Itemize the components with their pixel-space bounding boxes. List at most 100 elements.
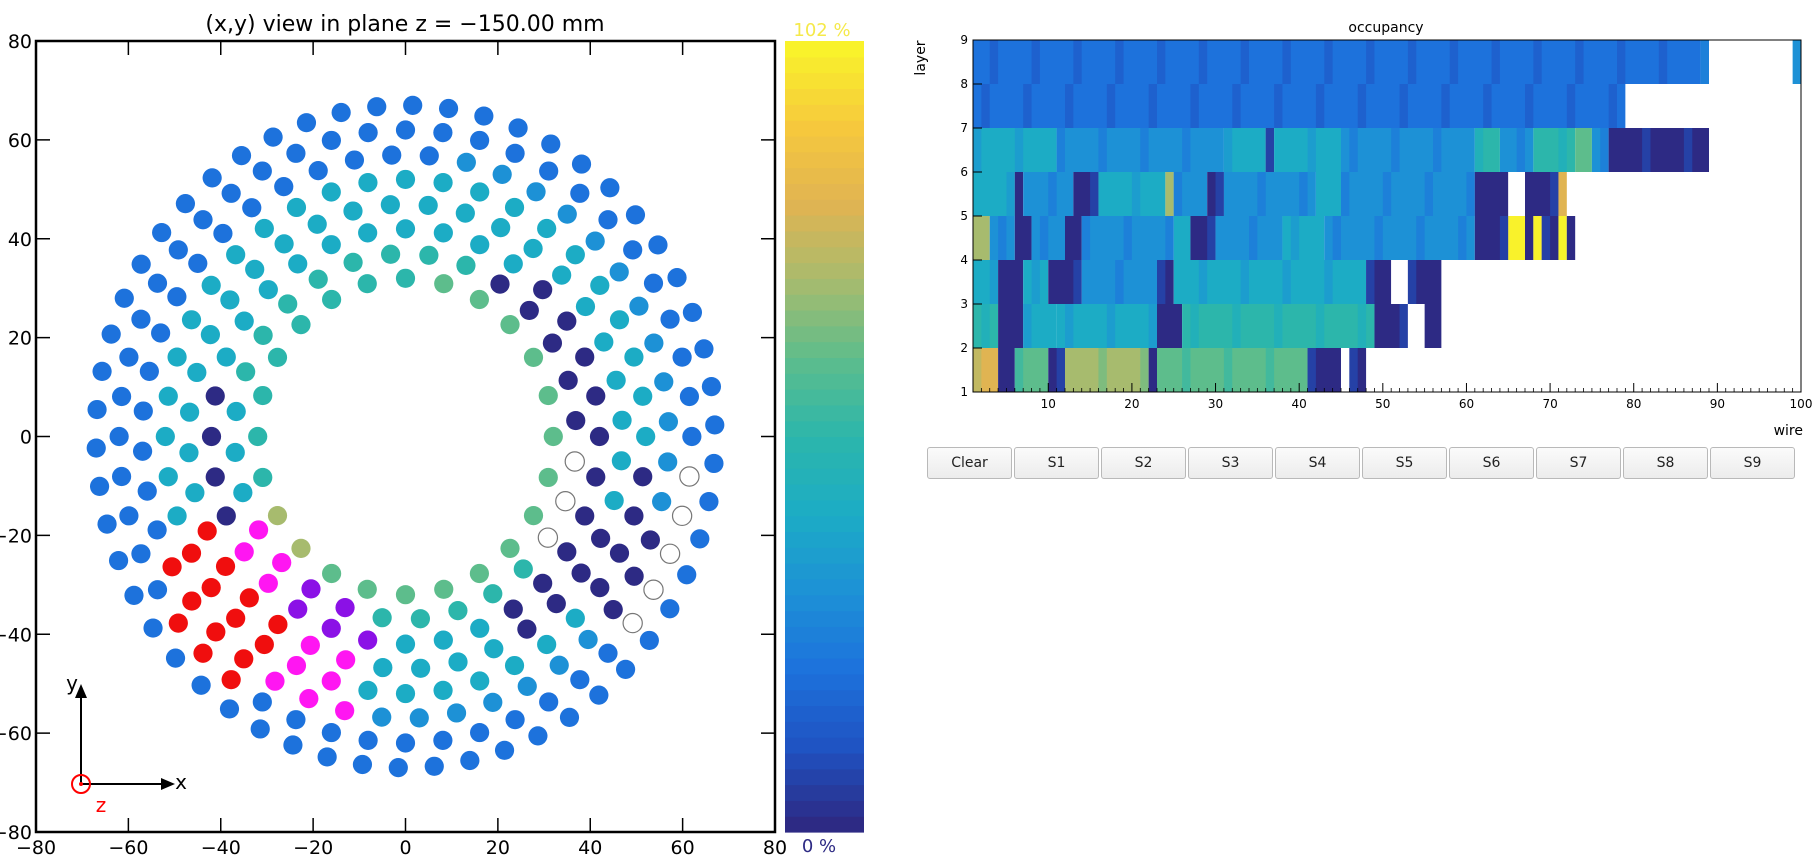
wire-cell[interactable] xyxy=(566,410,586,431)
wire-cell[interactable] xyxy=(155,426,175,447)
wire-cell[interactable] xyxy=(137,481,157,501)
wire-cell[interactable] xyxy=(131,254,151,274)
wire-cell[interactable] xyxy=(643,579,664,600)
wire-cell[interactable] xyxy=(124,585,144,605)
wire-cell[interactable] xyxy=(179,443,199,463)
wire-cell[interactable] xyxy=(470,182,490,202)
wire-cell[interactable] xyxy=(131,309,151,329)
wire-cell[interactable] xyxy=(187,362,207,383)
wire-cell[interactable] xyxy=(575,347,595,367)
wire-cell[interactable] xyxy=(448,652,468,672)
wire-cell[interactable] xyxy=(234,311,254,331)
wire-cell[interactable] xyxy=(236,362,256,382)
wire-cell[interactable] xyxy=(233,482,253,503)
wire-cell[interactable] xyxy=(358,680,378,701)
wire-cell[interactable] xyxy=(216,347,236,367)
wire-cell[interactable] xyxy=(258,573,278,593)
wire-cell[interactable] xyxy=(611,451,631,471)
wire-cell[interactable] xyxy=(559,707,580,728)
wire-cell[interactable] xyxy=(252,161,272,181)
wire-cell[interactable] xyxy=(86,438,106,458)
wire-cell[interactable] xyxy=(357,274,377,294)
wire-cell[interactable] xyxy=(483,692,503,712)
wire-cell[interactable] xyxy=(288,254,308,274)
wire-cell[interactable] xyxy=(644,333,664,353)
wire-cell[interactable] xyxy=(234,649,254,669)
wire-cell[interactable] xyxy=(119,347,139,367)
s8-button[interactable]: S8 xyxy=(1623,447,1708,479)
wire-cell[interactable] xyxy=(633,386,653,406)
wire-cell[interactable] xyxy=(434,579,454,599)
wire-cell[interactable] xyxy=(500,315,520,335)
wire-cell[interactable] xyxy=(288,599,308,619)
wire-cell[interactable] xyxy=(682,302,703,323)
wire-cell[interactable] xyxy=(629,296,649,316)
wire-cell[interactable] xyxy=(343,201,363,221)
wire-cell[interactable] xyxy=(643,273,664,293)
wire-cell[interactable] xyxy=(504,655,525,676)
wire-cell[interactable] xyxy=(291,538,311,558)
wire-cell[interactable] xyxy=(523,505,544,526)
wire-cell[interactable] xyxy=(565,608,585,628)
wire-cell[interactable] xyxy=(570,183,590,203)
wire-cell[interactable] xyxy=(677,565,697,585)
wire-cell[interactable] xyxy=(609,262,629,282)
wire-cell[interactable] xyxy=(221,183,241,203)
wire-cell[interactable] xyxy=(403,95,423,115)
wire-cell[interactable] xyxy=(508,118,528,138)
wire-cell[interactable] xyxy=(658,412,679,432)
wire-cell[interactable] xyxy=(705,415,725,435)
wire-cell[interactable] xyxy=(604,490,624,511)
wire-cell[interactable] xyxy=(648,235,668,255)
wire-cell[interactable] xyxy=(87,399,107,420)
wire-cell[interactable] xyxy=(299,689,319,709)
wire-cell[interactable] xyxy=(167,506,187,526)
wire-cell[interactable] xyxy=(253,467,273,488)
s4-button[interactable]: S4 xyxy=(1275,447,1360,479)
wire-cell[interactable] xyxy=(395,634,416,654)
wire-cell[interactable] xyxy=(679,466,700,487)
wire-cell[interactable] xyxy=(373,657,393,678)
wire-cell[interactable] xyxy=(533,573,553,593)
wire-cell[interactable] xyxy=(469,289,489,310)
wire-cell[interactable] xyxy=(600,178,620,198)
wire-cell[interactable] xyxy=(111,386,132,407)
wire-cell[interactable] xyxy=(505,710,525,730)
wire-cell[interactable] xyxy=(242,198,262,218)
wire-cell[interactable] xyxy=(500,538,520,558)
wire-cell[interactable] xyxy=(585,231,605,251)
wire-cell[interactable] xyxy=(505,143,525,163)
wire-cell[interactable] xyxy=(352,754,373,775)
wire-cell[interactable] xyxy=(201,578,221,598)
wire-cell[interactable] xyxy=(549,655,569,675)
wire-cell[interactable] xyxy=(539,692,559,712)
wire-cell[interactable] xyxy=(537,634,557,655)
wire-cell[interactable] xyxy=(226,401,246,422)
wire-cell[interactable] xyxy=(538,385,558,406)
wire-cell[interactable] xyxy=(589,426,610,447)
wire-cell[interactable] xyxy=(470,130,490,151)
wire-cell[interactable] xyxy=(248,520,269,540)
wire-cell[interactable] xyxy=(541,134,561,154)
wire-cell[interactable] xyxy=(216,506,236,526)
wire-cell[interactable] xyxy=(274,177,294,197)
wire-cell[interactable] xyxy=(571,563,591,583)
wire-cell[interactable] xyxy=(433,123,453,143)
wire-cell[interactable] xyxy=(317,747,337,767)
wire-cell[interactable] xyxy=(308,269,328,289)
wire-cell[interactable] xyxy=(167,287,187,307)
wire-cell[interactable] xyxy=(321,182,341,202)
wire-cell[interactable] xyxy=(395,120,416,140)
wire-cell[interactable] xyxy=(636,426,656,447)
wire-cell[interactable] xyxy=(181,543,202,563)
clear-button[interactable]: Clear xyxy=(927,447,1012,479)
wire-cell[interactable] xyxy=(586,467,606,487)
wire-cell[interactable] xyxy=(182,591,202,611)
wire-cell[interactable] xyxy=(158,386,178,406)
wire-cell[interactable] xyxy=(411,658,431,678)
wire-cell[interactable] xyxy=(358,630,378,650)
wire-cell[interactable] xyxy=(274,234,294,254)
wire-cell[interactable] xyxy=(201,426,222,447)
wire-cell[interactable] xyxy=(418,195,438,216)
wire-cell[interactable] xyxy=(89,476,110,497)
